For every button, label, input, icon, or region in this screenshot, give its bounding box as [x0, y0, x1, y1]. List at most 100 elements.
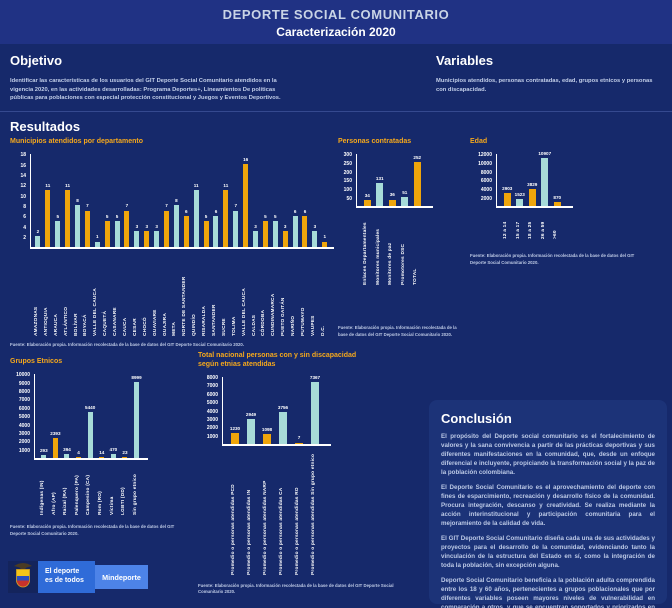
colombia-coat-of-arms-icon: [12, 561, 34, 594]
y-axis-tick: 14: [20, 172, 26, 179]
chart-source: Fuente: Elaboración propia. Información …: [470, 252, 635, 265]
bar-slot: 3: [310, 154, 320, 247]
y-axis-tick: 10000: [478, 160, 492, 167]
x-axis-label: Promedio o personas atendidas CA: [279, 487, 284, 575]
bar-slot: 3: [251, 154, 261, 247]
bar-value-label: 470: [109, 446, 118, 452]
bar: [295, 442, 303, 444]
bar: [279, 412, 287, 444]
bar: [183, 215, 189, 247]
y-axis-tick: 3000: [18, 431, 30, 438]
bar-slot: 3756: [275, 377, 291, 444]
bar-value-label: 2949: [245, 411, 257, 417]
y-axis-tick: 1000: [18, 447, 30, 454]
objetivo-body: Identificar las características de los u…: [10, 78, 281, 102]
conclusion-paragraph: Deporte Social Comunitario beneficia a l…: [441, 576, 655, 608]
x-axis-label: Monitores de paz: [388, 242, 393, 285]
bar-value-label: 6: [293, 208, 297, 214]
y-axis-tick: 4000: [206, 408, 218, 415]
bar-value-label: 1098: [261, 427, 273, 433]
bar-slot: 1: [92, 154, 102, 247]
y-axis-tick: 16: [20, 162, 26, 169]
x-axis-label: Sin grupo etnico: [132, 473, 138, 515]
x-axis-label: Promedio o personas atendidas IN: [247, 489, 252, 575]
chart-title: Grupos Etnicos: [10, 358, 63, 365]
bar-value-label: 23: [122, 449, 128, 455]
bar-value-label: 3: [313, 224, 317, 230]
y-axis-tick: 5000: [206, 400, 218, 407]
y-axis-tick: 50: [346, 195, 352, 202]
y-axis-tick: 4: [23, 224, 26, 231]
y-axis-tick: 6: [23, 214, 26, 221]
objetivo-heading: Objetivo: [10, 53, 63, 68]
bar: [282, 231, 288, 247]
x-axis-label: PUETO GAITÁN: [281, 297, 287, 336]
y-axis-tick: 7000: [206, 383, 218, 390]
colombia-coat-of-arms-box: [8, 561, 38, 593]
bar: [114, 220, 120, 247]
page-title: DEPORTE SOCIAL COMUNITARIO: [222, 7, 450, 22]
bar-slot: 5: [112, 154, 122, 247]
bar: [541, 158, 549, 206]
x-axis-label: Promotores DSC: [400, 243, 406, 285]
x-axis-label: ATLÁNTICO: [63, 306, 69, 336]
bar-slot: 6: [290, 154, 300, 247]
bar-slot: 1523: [514, 154, 527, 206]
chart-grupos-etnicos: Grupos Etnicos 1000 2000 3000 4000 5000 6000 7…: [10, 358, 190, 538]
bar-value-label: 6: [303, 208, 307, 214]
bar: [144, 231, 150, 247]
page-subtitle: Caracterización 2020: [276, 25, 396, 39]
bar: [45, 189, 51, 247]
x-axis-label: Monitores municipales: [375, 228, 381, 285]
bar-value-label: 8999: [131, 375, 142, 381]
y-axis-tick: 8: [23, 203, 26, 210]
bar-value-label: 4: [77, 449, 80, 455]
x-axis-label: CASANARE: [113, 306, 119, 336]
y-axis-tick: 300: [343, 152, 352, 159]
x-axis-label: TOTAL: [413, 268, 418, 285]
bar-value-label: 5: [274, 213, 277, 219]
y-axis-tick: 3000: [206, 416, 218, 423]
chart-source: Fuente: Elaboración propia. Información …: [338, 324, 457, 337]
x-axis-label: META: [172, 321, 178, 336]
bar-value-label: 11: [65, 182, 71, 188]
mindeporte-logo: Mindeporte: [95, 565, 148, 589]
y-axis-tick: 8000: [206, 375, 218, 381]
conclusion-paragraph: El Deporte Social Comunitario es el apro…: [441, 483, 655, 527]
x-axis-label: SUCRE: [221, 317, 227, 336]
header-banner: DEPORTE SOCIAL COMUNITARIO Caracterizaci…: [0, 0, 672, 44]
bar-slot: 2: [33, 154, 43, 247]
chart-title: Edad: [470, 138, 488, 145]
x-axis-label: Promedio o personas atendidas RO: [295, 486, 300, 575]
bar-value-label: 34: [364, 192, 370, 198]
bar-slot: 8999: [131, 374, 143, 458]
bar: [55, 220, 61, 247]
conclusion-paragraph: El GIT Deporte Social Comunitario diseña…: [441, 534, 655, 569]
bar-slot: 870: [551, 154, 564, 206]
x-axis-label: Víctima: [109, 496, 115, 515]
bar-slot: 6: [211, 154, 221, 247]
bar-value-label: 14: [99, 449, 105, 455]
x-axis-label: 15 a 17: [515, 221, 521, 239]
bar-slot: 394: [61, 374, 73, 458]
bar-slot: 11: [43, 154, 53, 247]
bar: [164, 210, 170, 247]
x-axis-label: AMAZONAS: [34, 306, 39, 336]
bar-value-label: 394: [63, 447, 71, 453]
bar: [233, 210, 239, 247]
x-axis-label: Raizal (RA): [63, 487, 69, 515]
bar: [87, 412, 93, 458]
x-axis-label: SANTANDER: [212, 304, 218, 336]
y-axis-tick: 6000: [480, 178, 492, 185]
chart-discapacidad: Total nacional personas con y sin discap…: [198, 352, 426, 596]
bar-slot: 11: [221, 154, 231, 247]
x-axis-label: Campesino (CA): [86, 474, 92, 515]
bar: [312, 231, 318, 247]
y-axis-tick: 10: [20, 193, 26, 200]
bar: [311, 381, 319, 444]
x-axis-label: Afro (AP): [51, 491, 57, 515]
x-axis-label: CAQUETÁ: [103, 310, 109, 336]
x-axis-label: BOLÍVAR: [73, 313, 79, 336]
bar-slot: 36: [386, 154, 399, 206]
bar-value-label: 1523: [514, 192, 525, 198]
